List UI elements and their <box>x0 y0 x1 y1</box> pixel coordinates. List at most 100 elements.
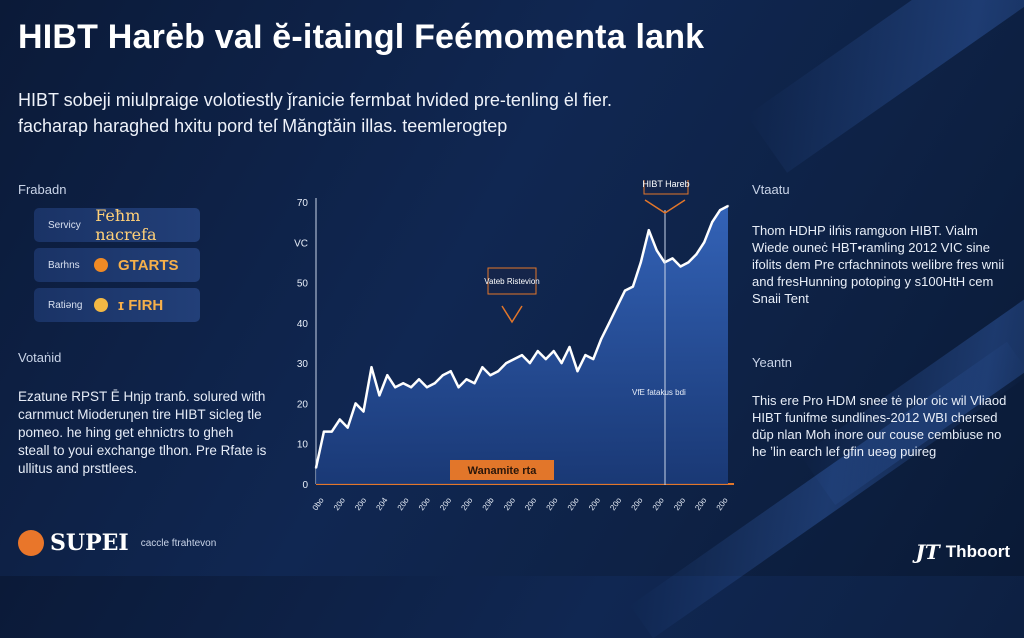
flame-icon <box>94 258 108 272</box>
data-point <box>687 261 690 264</box>
x-tick-label: 20o <box>459 496 474 513</box>
y-ticks: 0 10 20 30 40 50 VC 70 <box>294 198 308 491</box>
data-point <box>322 430 326 433</box>
page-subtitle: HIBT sobeji miulpraige volotiestly ǰrani… <box>18 90 612 110</box>
pill-label: Ratiəng <box>48 299 83 311</box>
data-point <box>552 349 555 353</box>
y-tick-label: 30 <box>297 359 309 370</box>
brand-logo-left: SUPEI caccle ftrahtevon <box>18 530 216 556</box>
page-title: HIBT Harėb vaI ĕ-itaingl Feémomenta lank <box>18 18 705 56</box>
mid-callout-pointer <box>501 305 523 324</box>
right-section2-title: Yeantn <box>752 355 793 370</box>
mid-callout-box <box>487 267 537 295</box>
data-point <box>338 418 341 421</box>
data-point <box>425 386 429 389</box>
x-tick-label: 20o <box>523 496 538 513</box>
y-tick-label: 10 <box>297 440 309 451</box>
right-section1-body: Thom HDHP ilńis ramgʊon HIBT. Vialm Wied… <box>752 223 1005 306</box>
metric-pill-rating[interactable]: Ratiəng ɪ FIRH <box>34 288 200 322</box>
pill-value: Feħm nacrefa <box>95 206 157 244</box>
brand-name: SUPEI <box>50 530 129 556</box>
brand-mark-icon <box>18 530 44 556</box>
data-point <box>314 466 318 470</box>
data-point <box>394 386 397 389</box>
data-point <box>726 204 730 208</box>
data-point <box>457 386 460 389</box>
data-point <box>370 366 373 369</box>
x-tick-label: 20o <box>672 496 687 513</box>
x-tick-label: 204 <box>374 496 389 513</box>
data-point <box>346 426 349 429</box>
data-point <box>386 374 389 377</box>
y-tick-label: 50 <box>297 279 309 290</box>
bg-streak <box>746 0 1024 173</box>
x-tick-label: 20o <box>353 496 368 513</box>
data-point <box>679 265 682 268</box>
data-point <box>631 285 635 288</box>
x-tick-label: 20b <box>481 496 496 513</box>
data-point <box>718 208 722 212</box>
data-point <box>671 257 674 260</box>
series-area <box>316 206 728 484</box>
brand-name: Thboort <box>945 542 1010 561</box>
mid-callout-label: Vateb Ristevion <box>484 277 539 286</box>
pill-label: Barhns <box>48 259 80 271</box>
x-tick-label: 20o <box>608 496 623 513</box>
data-point <box>623 289 627 292</box>
data-point <box>433 382 436 385</box>
data-point <box>497 370 500 373</box>
data-point <box>465 378 468 381</box>
data-point <box>473 382 476 385</box>
left-section2-label: Votaṅid <box>18 350 62 365</box>
data-point <box>600 337 603 341</box>
x-tick-label: 20o <box>587 496 602 513</box>
y-tick-label: 70 <box>297 198 309 209</box>
event-label: VfE fatakus bdi <box>632 388 686 397</box>
data-point <box>568 345 571 349</box>
left-section-label: Frabadn <box>18 182 67 197</box>
data-point <box>449 370 452 373</box>
data-point <box>512 357 516 361</box>
series-points <box>314 204 730 470</box>
data-point <box>695 253 698 256</box>
data-point <box>409 386 413 389</box>
data-point <box>354 402 357 405</box>
y-tick-label: 40 <box>297 319 309 330</box>
x-tick-label: 20o <box>438 496 453 513</box>
x-tick-label: 20o <box>693 496 708 513</box>
x-tick-label: 20o <box>715 496 730 513</box>
x-tick-label: 20o <box>502 496 517 513</box>
data-point <box>362 410 365 413</box>
data-point <box>711 220 714 224</box>
data-point <box>378 394 381 397</box>
data-point <box>592 357 595 361</box>
data-point <box>703 241 706 244</box>
top-callout-pointer <box>644 199 686 214</box>
price-area-chart: 0 10 20 30 40 50 VC 70 0bo 20o 20o 204 20o 20o 20o 20o… <box>294 180 734 513</box>
x-tick-label: 20o <box>396 496 411 513</box>
brand-mark-icon: JT <box>915 540 940 564</box>
right-section1-title: Vtaatu <box>752 182 790 197</box>
y-tick-label: VC <box>294 238 308 249</box>
data-point <box>560 361 563 365</box>
y-tick-label: 0 <box>302 480 308 491</box>
left-body-text: Ezatune RPST Ē Hnjp tranɓ. solured with … <box>18 389 267 476</box>
data-point <box>647 229 650 232</box>
coin-icon <box>94 298 108 312</box>
brand-logo-right: JT Thboort <box>915 540 1010 564</box>
data-point <box>615 305 619 308</box>
pill-label: Servicy <box>48 219 81 231</box>
top-callout-box <box>643 180 689 195</box>
metric-pill-barhns[interactable]: Barhns GTARTS <box>34 248 200 282</box>
x-tick-label: 20o <box>566 496 581 513</box>
data-point <box>544 357 547 361</box>
data-point <box>505 361 508 365</box>
data-point <box>528 361 532 365</box>
pill-value: ɪ FIRH <box>118 296 164 314</box>
metric-pill-service[interactable]: Servicy Feħm nacrefa <box>34 206 200 244</box>
data-point <box>489 374 492 377</box>
data-point <box>584 353 587 357</box>
pill-value: GTARTS <box>118 256 179 274</box>
brand-tagline: caccle ftrahtevon <box>140 537 217 549</box>
page-subtitle: facharap haraghed hxitu pord teſ Măngtăi… <box>18 116 508 136</box>
